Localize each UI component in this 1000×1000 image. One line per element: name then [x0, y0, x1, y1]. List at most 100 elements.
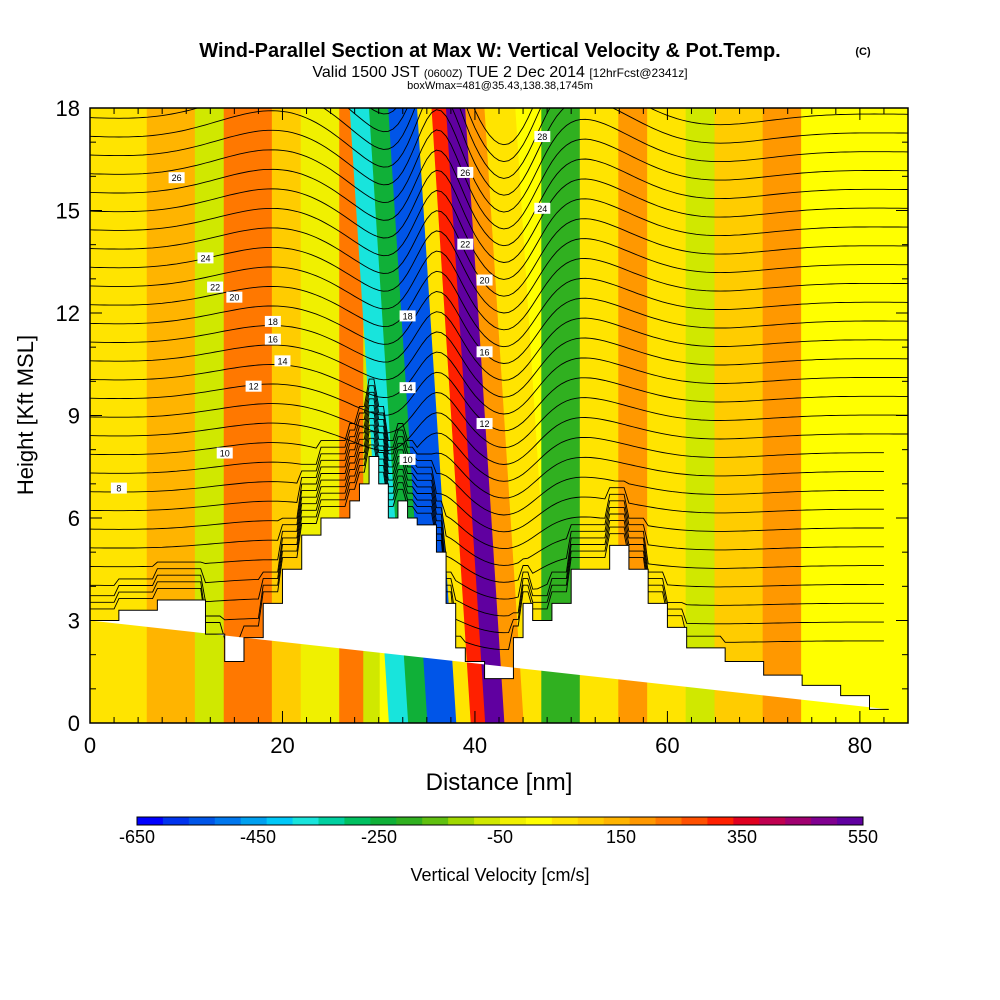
colorbar-swatch — [629, 817, 657, 825]
isentrope-label: 20 — [476, 274, 493, 286]
colorbar-swatch — [500, 817, 527, 825]
svg-text:12: 12 — [249, 382, 259, 392]
colorbar-swatch — [396, 817, 423, 825]
isentrope-line — [347, 108, 542, 163]
colorbar-swatch — [707, 817, 734, 825]
svg-text:28: 28 — [537, 132, 547, 142]
isentrope-line — [90, 351, 908, 415]
colorbar-swatch — [733, 817, 760, 825]
svg-text:24: 24 — [537, 204, 547, 214]
colorbar — [136, 816, 864, 826]
x-tick-label: 40 — [463, 733, 487, 758]
isentrope-label: 26 — [168, 172, 185, 184]
svg-text:14: 14 — [403, 383, 413, 393]
colorbar-tick-labels: -650 -450 -250 -50 150 350 550 — [119, 827, 878, 847]
isentrope-line — [369, 108, 534, 146]
svg-text:22: 22 — [460, 240, 470, 250]
valid-date: TUE 2 Dec 2014 — [467, 64, 585, 81]
isentrope-line — [90, 331, 908, 398]
y-tick-label: 3 — [68, 609, 80, 634]
colorbar-tick-label: -650 — [119, 827, 155, 847]
isentrope-line — [90, 444, 884, 651]
svg-text:20: 20 — [480, 276, 490, 286]
isentrope-line — [90, 412, 908, 465]
y-tick-label: 9 — [68, 404, 80, 429]
svg-text:26: 26 — [460, 168, 470, 178]
y-tick-label: 0 — [68, 711, 80, 736]
svg-text:8: 8 — [116, 484, 121, 494]
velocity-cell — [445, 108, 507, 723]
colorbar-tick-label: 350 — [727, 827, 757, 847]
velocity-cell — [685, 108, 717, 723]
svg-text:14: 14 — [277, 356, 287, 366]
isentrope-line — [90, 270, 908, 348]
isentrope-label: 28 — [534, 131, 551, 143]
isentrope-label: 22 — [457, 238, 474, 250]
plot-area — [90, 108, 908, 723]
colorbar-swatch — [422, 817, 449, 825]
x-tick-label: 60 — [655, 733, 679, 758]
colorbar-swatch — [785, 817, 812, 825]
x-axis-label: Distance [nm] — [426, 769, 573, 796]
isentrope-line — [90, 210, 908, 297]
isentrope-contours — [90, 108, 908, 651]
isentrope-label: 18 — [399, 310, 416, 322]
chart-title: Wind-Parallel Section at Max W: Vertical… — [199, 40, 780, 62]
isentrope-line — [90, 411, 884, 566]
colorbar-tick-label: -450 — [240, 827, 276, 847]
isentrope-label: 10 — [216, 447, 233, 459]
isentrope-line — [90, 291, 908, 364]
terrain-mask — [90, 456, 889, 710]
isentrope-line — [90, 250, 908, 331]
velocity-cell — [223, 108, 274, 723]
isentrope-line — [90, 129, 908, 230]
isentrope-line — [90, 378, 884, 482]
y-axis-label: Height [Kft MSL] — [13, 335, 38, 495]
y-tick-label: 18 — [56, 96, 80, 121]
isentrope-line — [90, 108, 908, 179]
isentrope-label: 12 — [476, 418, 493, 430]
colorbar-swatch — [292, 817, 319, 825]
velocity-cell — [484, 108, 555, 723]
y-tick-label: 12 — [56, 301, 80, 326]
isentrope-line — [90, 385, 884, 499]
valid-utc: (0600Z) — [424, 68, 463, 80]
colorbar-tick-label: 550 — [848, 827, 878, 847]
colorbar-tick-label: -50 — [487, 827, 513, 847]
colorbar-swatch — [214, 817, 242, 825]
colorbar-swatch — [577, 817, 605, 825]
colorbar-frame — [136, 816, 864, 826]
box-label: boxWmax=481@35.43,138.38,1745m — [407, 80, 593, 92]
colorbar-swatch — [137, 817, 164, 825]
svg-text:20: 20 — [229, 293, 239, 303]
y-tick-label: 15 — [56, 199, 80, 224]
svg-text:22: 22 — [210, 283, 220, 293]
x-axis-ticks: 0 20 40 60 80 — [84, 108, 909, 758]
isentrope-label: 18 — [264, 315, 281, 327]
x-tick-label: 0 — [84, 733, 96, 758]
isentrope-line — [90, 404, 884, 550]
x-tick-label: 80 — [848, 733, 872, 758]
colorbar-swatch — [266, 817, 294, 825]
isentrope-line — [90, 108, 908, 196]
isentrope-label: 20 — [226, 291, 243, 303]
colorbar-tick-label: 150 — [606, 827, 636, 847]
isentrope-line — [90, 109, 908, 213]
velocity-cell — [431, 108, 488, 723]
x-tick-label: 20 — [270, 733, 294, 758]
colorbar-swatch — [448, 817, 475, 825]
isentrope-line — [90, 190, 908, 280]
forecast-info: [12hrFcst@2341z] — [589, 66, 687, 80]
isentrope-label: 26 — [457, 166, 474, 178]
isentrope-label: 16 — [264, 333, 281, 345]
svg-text:18: 18 — [403, 311, 413, 321]
isentrope-line — [90, 424, 884, 600]
isentrope-label: 22 — [207, 281, 224, 293]
isentrope-label: 24 — [534, 202, 551, 214]
isentrope-line — [90, 431, 884, 617]
isentrope-line — [90, 371, 908, 432]
svg-text:10: 10 — [220, 449, 230, 459]
valid-prefix: Valid 1500 JST — [312, 64, 420, 81]
svg-text:26: 26 — [172, 173, 182, 183]
